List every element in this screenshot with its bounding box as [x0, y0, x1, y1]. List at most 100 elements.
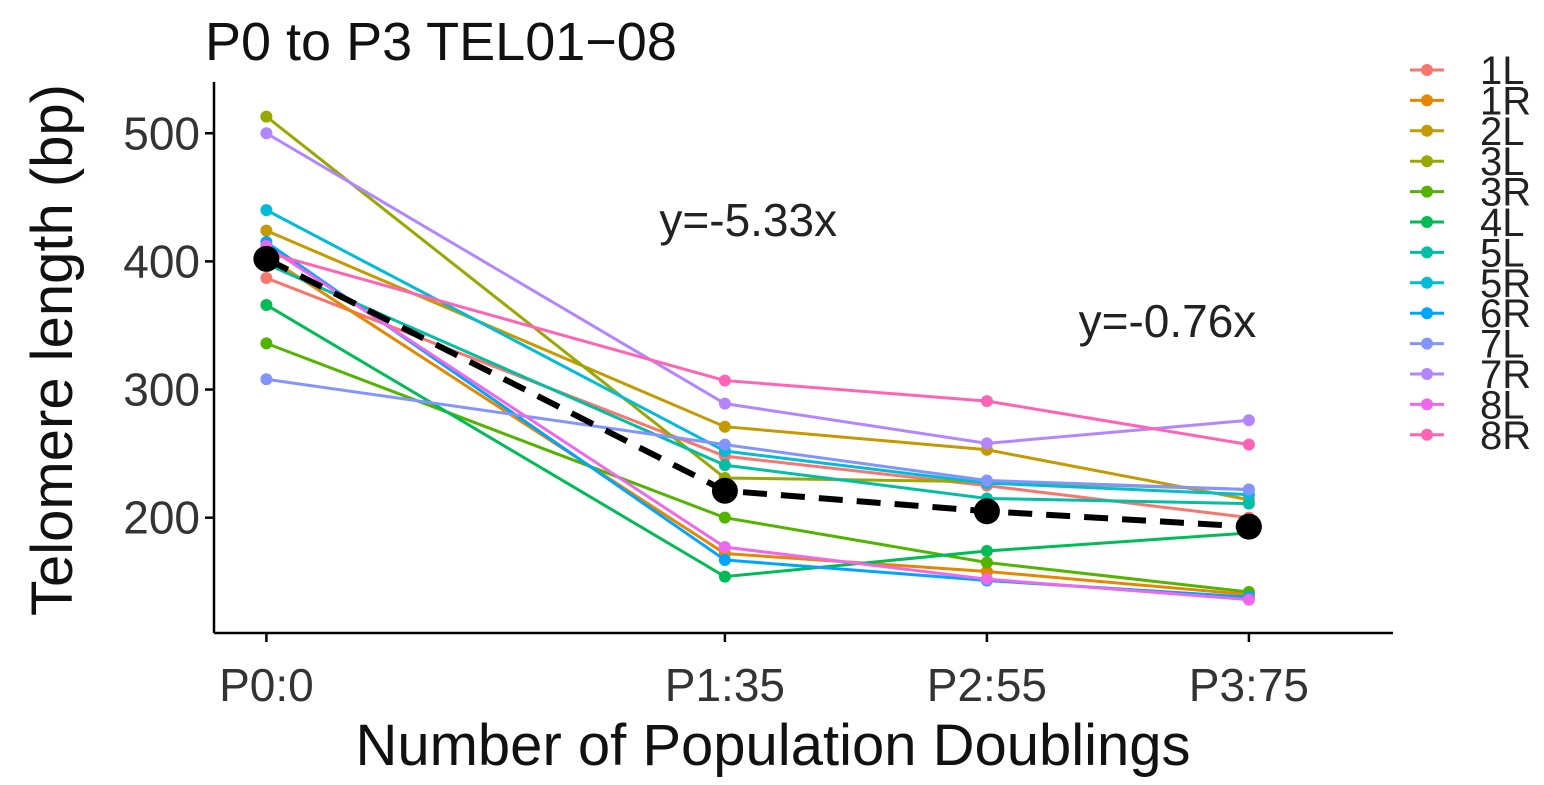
legend-label: 1R — [1480, 79, 1531, 123]
data-point — [718, 459, 731, 472]
legend-item-7L: 7L — [1410, 323, 1525, 367]
x-tick-label: P0:0 — [219, 659, 314, 711]
data-point — [260, 337, 273, 350]
data-point — [260, 110, 273, 123]
series-7R — [260, 127, 1255, 450]
mean-line — [253, 245, 1262, 540]
y-tick-label: 300 — [123, 364, 200, 416]
series-line — [265, 244, 1250, 602]
legend-label: 3L — [1480, 140, 1525, 184]
data-point — [980, 474, 993, 487]
data-point — [718, 553, 731, 566]
data-point — [260, 224, 273, 237]
series-5R — [260, 204, 1255, 501]
data-point — [718, 570, 731, 583]
slope-annotation: y=-5.33x — [659, 194, 837, 246]
legend-key-point — [1421, 368, 1433, 380]
series-line — [265, 229, 1250, 502]
legend-key-point — [1421, 307, 1433, 320]
data-point — [718, 541, 731, 554]
legend-item-2L: 2L — [1410, 110, 1525, 154]
legend-label: 5R — [1480, 262, 1531, 306]
data-point — [980, 544, 993, 557]
legend-label: 4L — [1480, 201, 1525, 245]
legend-label: 7R — [1480, 353, 1531, 397]
data-point — [980, 437, 993, 450]
series-lines — [260, 110, 1255, 606]
slope-annotation: y=-0.76x — [1079, 295, 1257, 347]
legend-key-point — [1421, 124, 1433, 137]
data-point — [1242, 414, 1255, 427]
data-point — [980, 556, 993, 569]
series-7L — [260, 373, 1255, 496]
legend-label: 1L — [1480, 49, 1525, 93]
y-tick-label: 500 — [123, 107, 200, 159]
series-line — [265, 342, 1250, 594]
legend-item-1R: 1R — [1410, 79, 1531, 123]
legend-key-point — [1421, 428, 1433, 441]
x-tick-label: P3:75 — [1189, 659, 1309, 711]
legend-key-point — [1421, 64, 1433, 76]
x-tick-label: P1:35 — [665, 659, 785, 711]
mean-point — [1235, 513, 1262, 540]
legend-item-5L: 5L — [1410, 231, 1525, 275]
legend-label: 8L — [1480, 383, 1525, 427]
data-point — [980, 573, 993, 586]
series-line — [265, 250, 1250, 447]
y-tick-label: 200 — [123, 492, 200, 544]
data-point — [718, 438, 731, 451]
legend-key-point — [1421, 155, 1433, 168]
legend-key-point — [1421, 185, 1433, 198]
data-point — [260, 373, 273, 386]
series-8L — [260, 240, 1255, 606]
data-point — [980, 395, 993, 408]
series-line — [265, 208, 1249, 497]
y-axis-title: Telomere length (bp) — [20, 84, 85, 616]
x-tick-label: P2:55 — [927, 659, 1047, 711]
data-point — [260, 204, 273, 217]
data-point — [260, 298, 273, 311]
series-line — [266, 377, 1249, 491]
legend-label: 5L — [1480, 231, 1525, 275]
legend-label: 6R — [1480, 292, 1531, 336]
data-point — [1242, 438, 1255, 451]
chart-title: P0 to P3 TEL01−08 — [205, 12, 677, 72]
series-2L — [260, 224, 1255, 506]
data-point — [260, 272, 273, 285]
legend-item-1L: 1L — [1410, 49, 1525, 93]
legend-label: 7L — [1480, 323, 1525, 367]
legend-item-8L: 8L — [1410, 383, 1525, 427]
legend-label: 2L — [1480, 110, 1525, 154]
x-axis-title: Number of Population Doublings — [355, 713, 1190, 778]
series-3R — [260, 337, 1255, 598]
legend-item-6R: 6R — [1410, 292, 1531, 336]
legend-item-3R: 3R — [1410, 171, 1531, 215]
data-point — [718, 420, 731, 433]
y-tick-label: 400 — [123, 235, 200, 287]
legend-key-point — [1421, 276, 1433, 289]
mean-point — [253, 245, 280, 272]
data-point — [718, 397, 731, 410]
annotations: y=-5.33x y=-0.76x — [659, 194, 1256, 347]
data-point — [718, 511, 731, 524]
legend-key-point — [1421, 337, 1433, 350]
legend-item-7R: 7R — [1410, 353, 1531, 397]
legend-item-5R: 5R — [1410, 262, 1531, 306]
data-point — [260, 127, 273, 140]
legend-key-point — [1421, 246, 1433, 259]
legend-item-3L: 3L — [1410, 140, 1525, 184]
series-line — [265, 262, 1249, 506]
series-line — [265, 131, 1250, 445]
legend-label: 8R — [1480, 414, 1531, 458]
legend-item-4L: 4L — [1410, 201, 1525, 245]
legend-item-8R: 8R — [1410, 414, 1531, 458]
legend-key-point — [1421, 94, 1433, 107]
data-point — [1242, 483, 1255, 496]
legend-key-point — [1421, 398, 1433, 411]
axes: 200 300 400 500 P0:0 P1:35 P2:55 P3:75 — [123, 82, 1393, 711]
legend-key-point — [1421, 216, 1433, 228]
data-point — [718, 374, 731, 387]
legend-label: 3R — [1480, 171, 1531, 215]
